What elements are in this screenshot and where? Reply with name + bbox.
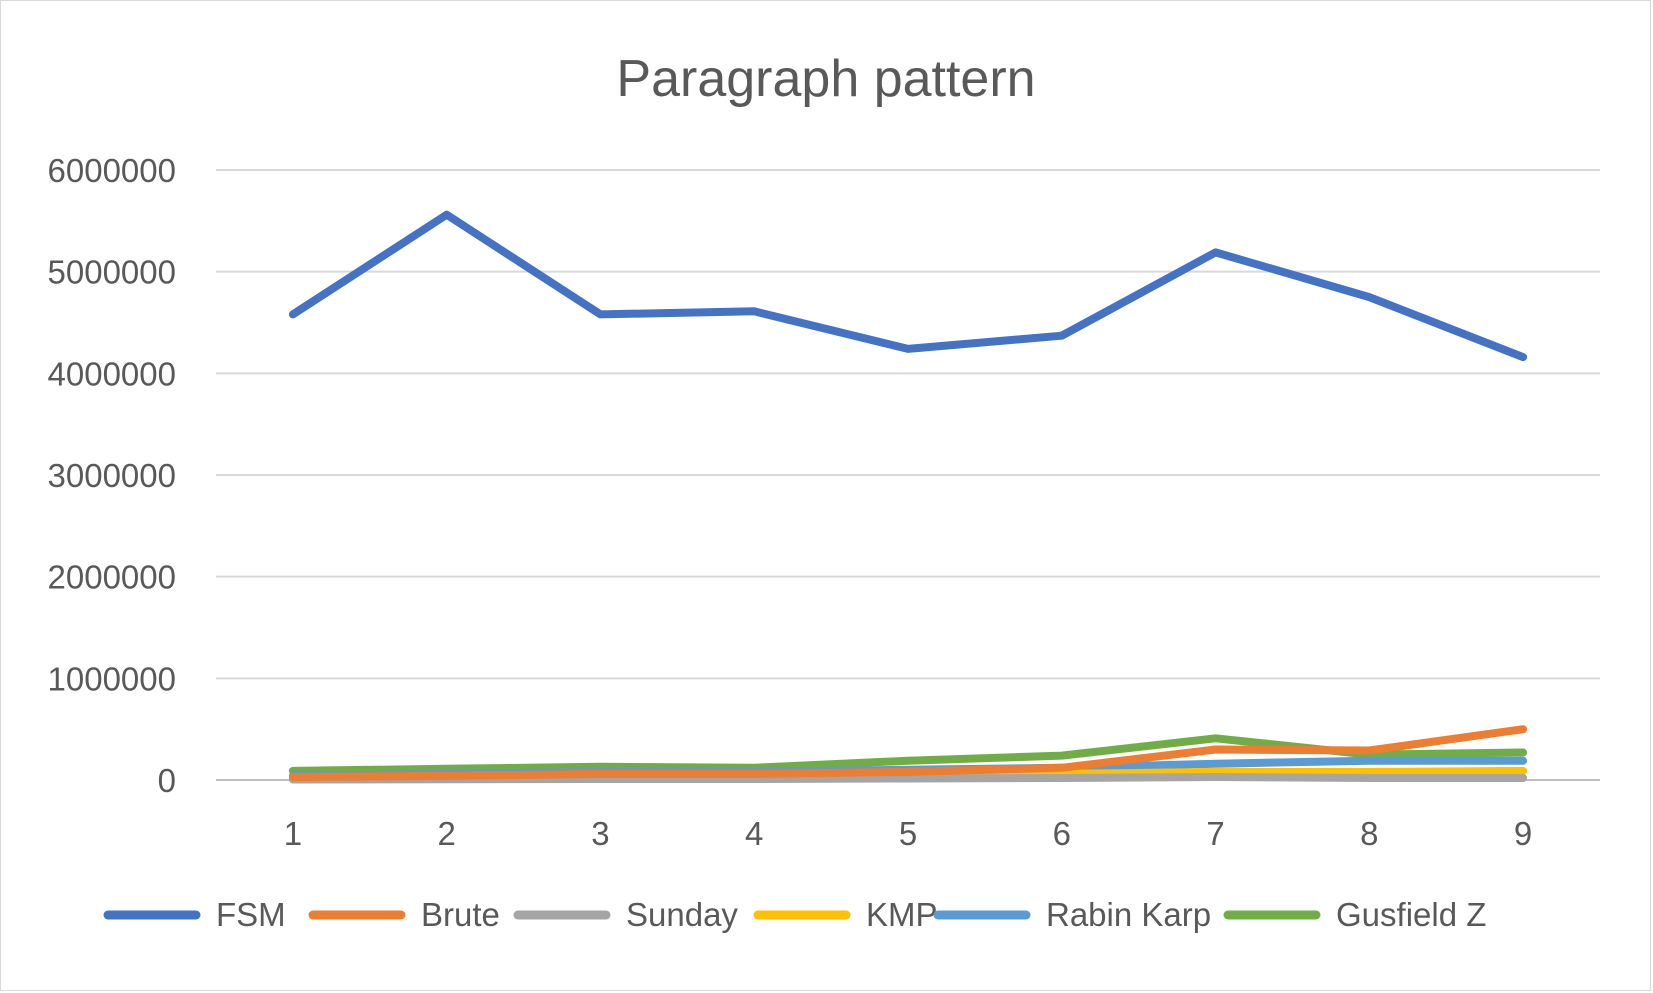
legend-item: Brute (308, 896, 500, 933)
chart-title: Paragraph pattern (616, 50, 1035, 108)
legend: FSM Brute Sunday KMP Rabin Karp Gusfield Z (103, 896, 1486, 933)
legend-item: Sunday (513, 896, 738, 933)
y-tick-label: 0 (158, 762, 176, 799)
legend-label: Gusfield Z (1336, 896, 1486, 933)
y-tick-label: 4000000 (48, 355, 176, 392)
x-tick-label: 3 (591, 815, 609, 852)
x-tick-label: 1 (284, 815, 302, 852)
legend-label: KMP (866, 896, 938, 933)
x-tick-label: 9 (1514, 815, 1532, 852)
series-line-fsm (288, 210, 1528, 362)
y-tick-label: 6000000 (48, 152, 176, 189)
legend-item: FSM (103, 896, 286, 933)
y-tick-label: 5000000 (48, 254, 176, 291)
legend-label: Rabin Karp (1046, 896, 1211, 933)
gridlines (216, 169, 1600, 781)
x-tick-label: 5 (899, 815, 917, 852)
x-tick-label: 2 (437, 815, 455, 852)
legend-item: KMP (753, 896, 938, 933)
x-tick-label: 7 (1206, 815, 1224, 852)
x-tick-label: 8 (1360, 815, 1378, 852)
y-tick-label: 3000000 (48, 457, 176, 494)
legend-label: FSM (216, 896, 286, 933)
x-axis-ticks: 1 2 3 4 5 6 7 8 9 (284, 815, 1533, 852)
y-axis-ticks: 0 1000000 2000000 3000000 4000000 5000000 6000… (48, 152, 176, 799)
y-tick-label: 2000000 (48, 559, 176, 596)
legend-item: Rabin Karp (933, 896, 1211, 933)
y-tick-label: 1000000 (48, 660, 176, 697)
x-tick-label: 4 (745, 815, 763, 852)
x-tick-label: 6 (1053, 815, 1071, 852)
legend-label: Sunday (626, 896, 738, 933)
legend-label: Brute (421, 896, 500, 933)
legend-item: Gusfield Z (1223, 896, 1486, 933)
series-lines (288, 210, 1528, 784)
series-line-brute (288, 725, 1528, 781)
